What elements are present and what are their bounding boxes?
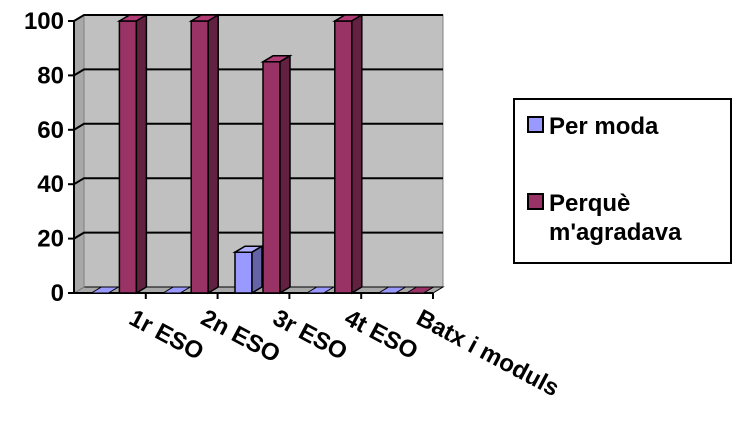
x-category-label: 3r ESO (268, 304, 351, 365)
bar-front (334, 20, 353, 294)
bar (89, 286, 121, 294)
bars (89, 13, 436, 295)
legend-swatch-perque-magradava (527, 193, 544, 210)
legend-swatch-per-moda (527, 116, 544, 133)
y-tick-label: 100 (24, 8, 64, 35)
legend-item-per-moda: Per moda (527, 112, 658, 141)
bar-flat (304, 286, 336, 294)
legend-label-perque-magradava: Perquè m'agradava (549, 190, 682, 246)
bar-side (135, 13, 148, 295)
bar-flat (161, 286, 193, 294)
gridline (73, 177, 443, 186)
x-category-label: 2n ESO (196, 304, 284, 368)
bar-flat (89, 286, 121, 294)
bar (161, 286, 193, 294)
bar (332, 13, 365, 295)
bar (376, 286, 408, 294)
gridline (73, 231, 443, 240)
legend: Per moda Perquè m'agradava (513, 98, 732, 264)
y-tick-label: 20 (37, 226, 64, 253)
bar-front (262, 61, 281, 294)
side-wall (73, 14, 85, 294)
bar (304, 286, 336, 294)
legend-label-per-moda: Per moda (549, 113, 659, 140)
bar-front (234, 251, 253, 294)
legend-item-perque-magradava: Perquè m'agradava (527, 189, 681, 247)
y-tick-label: 60 (37, 117, 64, 144)
bar (188, 13, 221, 295)
y-tick-label: 0 (51, 280, 64, 307)
gridlines (73, 14, 443, 240)
gridline (73, 14, 443, 22)
bar-side (207, 13, 219, 295)
y-tick-label: 80 (37, 62, 64, 89)
bar-side (251, 244, 263, 295)
bar-flat (376, 286, 408, 294)
y-axis-ticks: 0 20 40 60 80 100 (24, 8, 74, 307)
x-category-label: Batx i moduls (412, 304, 564, 402)
x-category-label: 1r ESO (125, 304, 208, 365)
x-category-label: 4t ESO (340, 304, 422, 365)
bar-flat (404, 286, 436, 294)
gridline (73, 68, 443, 77)
bar-front (118, 20, 138, 294)
y-tick-label: 40 (37, 171, 64, 198)
bar (404, 286, 436, 294)
gridline (73, 122, 443, 131)
bar-front (190, 20, 209, 294)
bar (232, 244, 265, 295)
bar (116, 13, 150, 295)
bar-side (351, 13, 363, 295)
bar (260, 54, 293, 295)
bar-side (279, 54, 291, 295)
